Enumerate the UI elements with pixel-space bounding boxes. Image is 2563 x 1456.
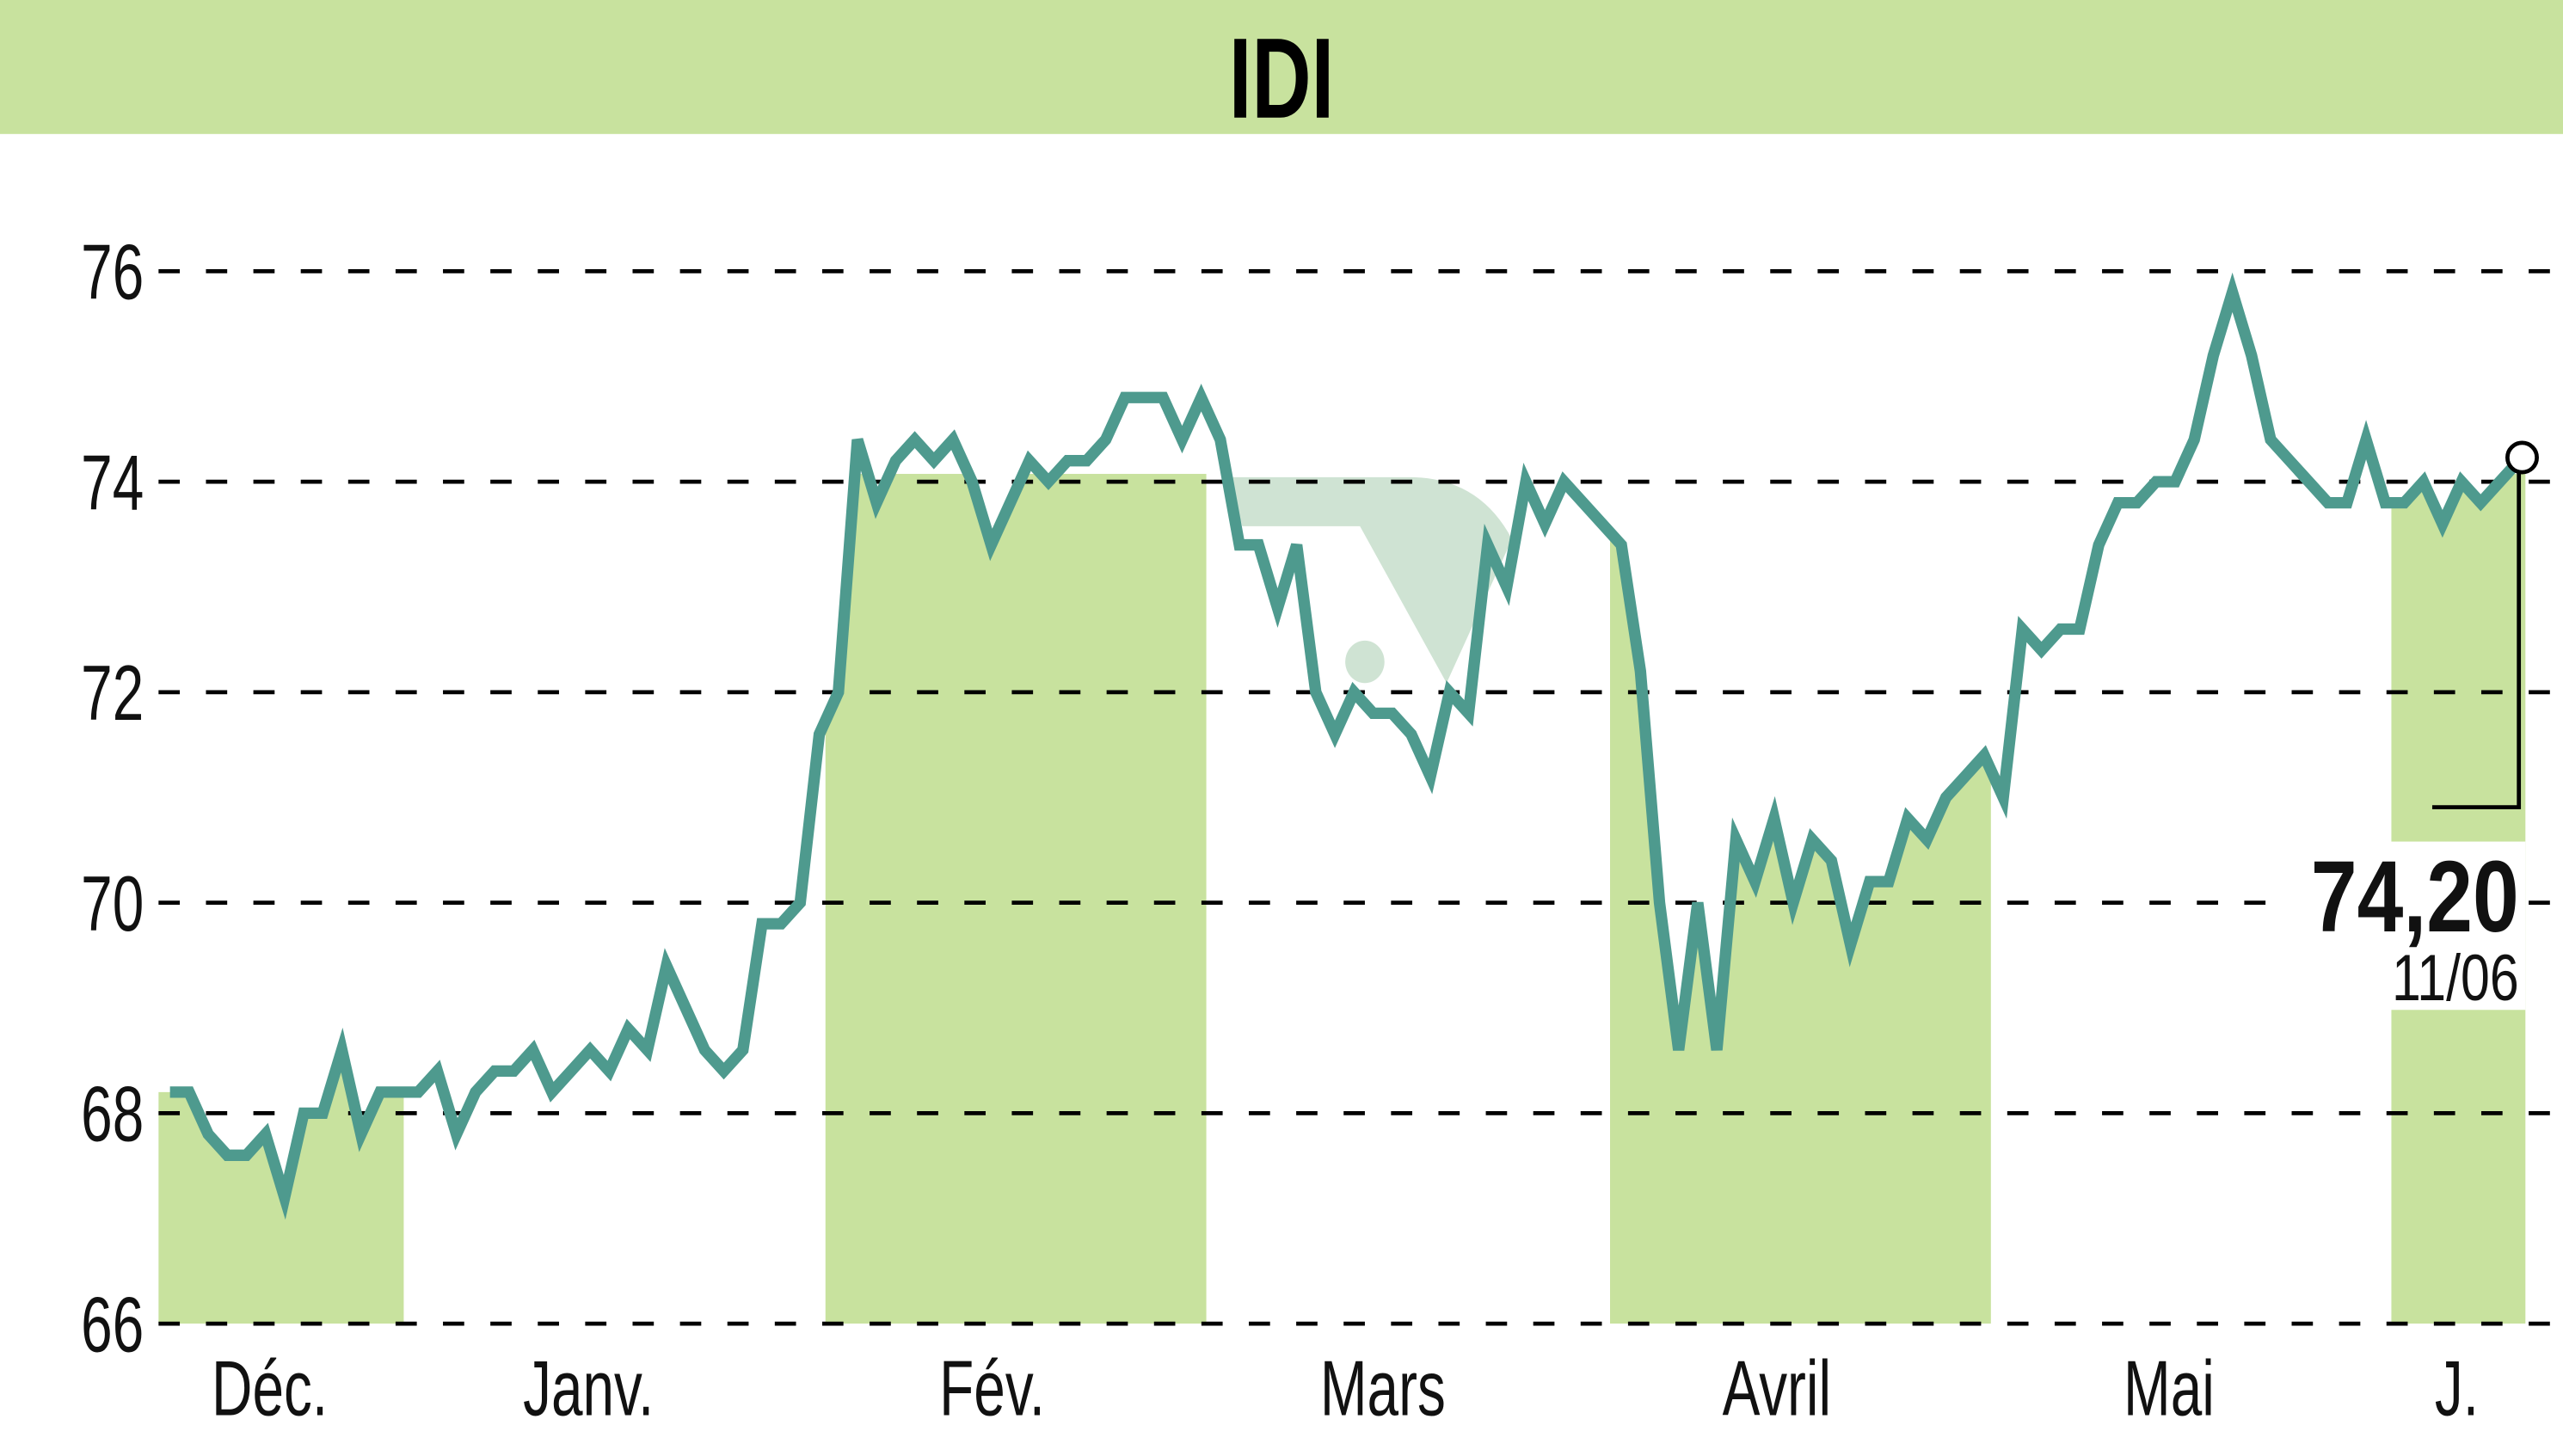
x-month-label: J.: [2435, 1344, 2479, 1432]
x-axis-labels: Déc. Janv. Fév. Mars Avril Mai J.: [212, 1344, 2479, 1432]
header-band: [0, 0, 2563, 134]
y-tick-label: 74: [81, 439, 144, 526]
x-month-label: Mars: [1320, 1344, 1446, 1432]
last-point-marker-icon: [2505, 440, 2539, 475]
y-tick-label: 66: [81, 1281, 144, 1368]
x-month-label: Déc.: [212, 1344, 328, 1432]
last-price-value: 74,20: [2311, 839, 2519, 953]
watermark-logo-icon: [1229, 476, 1512, 684]
price-label-backing: [2280, 841, 2526, 1011]
y-axis-labels: 66 68 70 72 74 76: [81, 228, 144, 1368]
month-bands: [158, 474, 2526, 1324]
month-band: [825, 474, 1207, 1324]
y-tick-label: 76: [81, 228, 144, 316]
x-month-label: Avril: [1723, 1344, 1832, 1432]
y-tick-label: 72: [81, 649, 144, 737]
x-month-label: Fév.: [939, 1344, 1045, 1432]
x-month-label: Mai: [2124, 1344, 2215, 1432]
y-tick-label: 68: [81, 1070, 144, 1158]
y-tick-label: 70: [81, 859, 144, 947]
last-price-date: 11/06: [2392, 941, 2519, 1014]
chart-title: IDI: [1229, 14, 1334, 142]
month-band: [1610, 474, 1991, 1324]
price-line: [169, 272, 2523, 1220]
x-month-label: Janv.: [523, 1344, 654, 1432]
